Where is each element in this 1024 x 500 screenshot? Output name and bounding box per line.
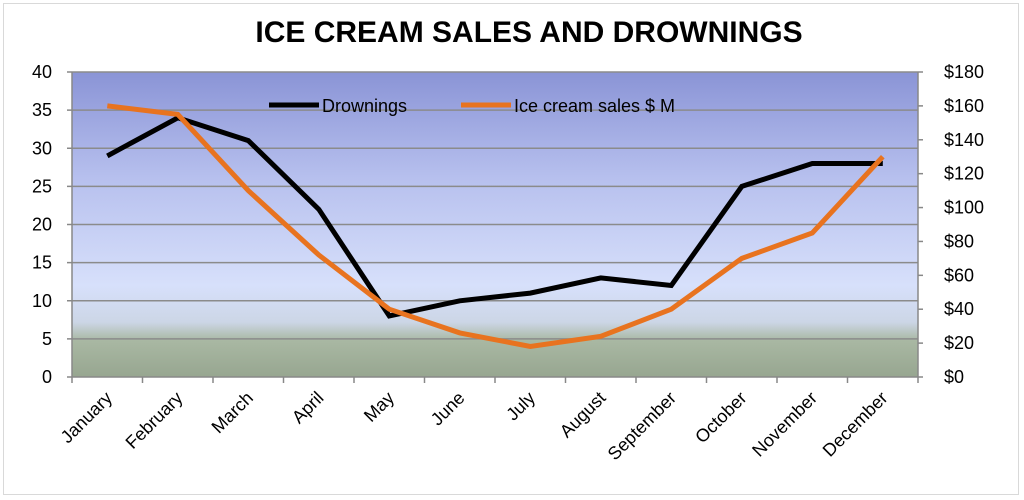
left-tick-label: 5 xyxy=(42,329,52,349)
right-tick-label: $60 xyxy=(944,265,974,285)
x-tick-label: December xyxy=(819,388,892,461)
chart-title: ICE CREAM SALES AND DROWNINGS xyxy=(255,16,802,49)
right-tick-label: $160 xyxy=(944,96,984,116)
x-tick-label: October xyxy=(691,388,750,447)
left-tick-label: 40 xyxy=(32,62,52,82)
x-tick-label: August xyxy=(556,388,610,442)
series-line-drownings xyxy=(106,115,883,319)
left-tick-label: 35 xyxy=(32,100,52,120)
x-axis-ticks: January February March April May June July Augu… xyxy=(57,377,919,464)
right-tick-label: $20 xyxy=(944,333,974,353)
legend-label-drownings: Drownings xyxy=(322,96,407,116)
x-tick-label: March xyxy=(208,388,258,438)
right-tick-label: $140 xyxy=(944,130,984,150)
right-tick-label: $0 xyxy=(944,367,964,387)
x-tick-label: July xyxy=(502,388,539,425)
x-tick-label: June xyxy=(427,388,469,430)
x-tick-label: November xyxy=(748,388,821,461)
right-tick-label: $100 xyxy=(944,198,984,218)
right-tick-label: $40 xyxy=(944,299,974,319)
series-lines xyxy=(106,103,885,350)
left-tick-label: 10 xyxy=(32,291,52,311)
right-tick-label: $120 xyxy=(944,164,984,184)
right-tick-label: $80 xyxy=(944,231,974,251)
left-tick-label: 0 xyxy=(42,367,52,387)
legend-label-ice-cream-sales: Ice cream sales $ M xyxy=(514,96,675,116)
x-tick-label: April xyxy=(288,388,328,428)
series-line-ice-cream-sales xyxy=(107,103,885,350)
chart-canvas: ICE CREAM SALES AND DROWNINGS 0 5 10 15 20 25… xyxy=(32,16,984,464)
x-tick-label: May xyxy=(360,388,398,426)
grid-lines xyxy=(72,71,918,340)
x-tick-label: January xyxy=(57,388,116,447)
left-tick-label: 30 xyxy=(32,138,52,158)
left-tick-label: 25 xyxy=(32,176,52,196)
legend: Drownings Ice cream sales $ M xyxy=(269,96,675,116)
right-tick-label: $180 xyxy=(944,62,984,82)
chart-frame: ICE CREAM SALES AND DROWNINGS 0 5 10 15 20 25… xyxy=(3,3,1019,495)
x-tick-label: February xyxy=(122,388,187,453)
right-axis-ticks: $0 $20 $40 $60 $80 $100 $120 $140 $160 $180 xyxy=(918,62,984,387)
left-axis-ticks: 0 5 10 15 20 25 30 35 40 xyxy=(32,62,72,387)
left-tick-label: 15 xyxy=(32,253,52,273)
left-tick-label: 20 xyxy=(32,215,52,235)
x-tick-label: September xyxy=(604,388,680,464)
